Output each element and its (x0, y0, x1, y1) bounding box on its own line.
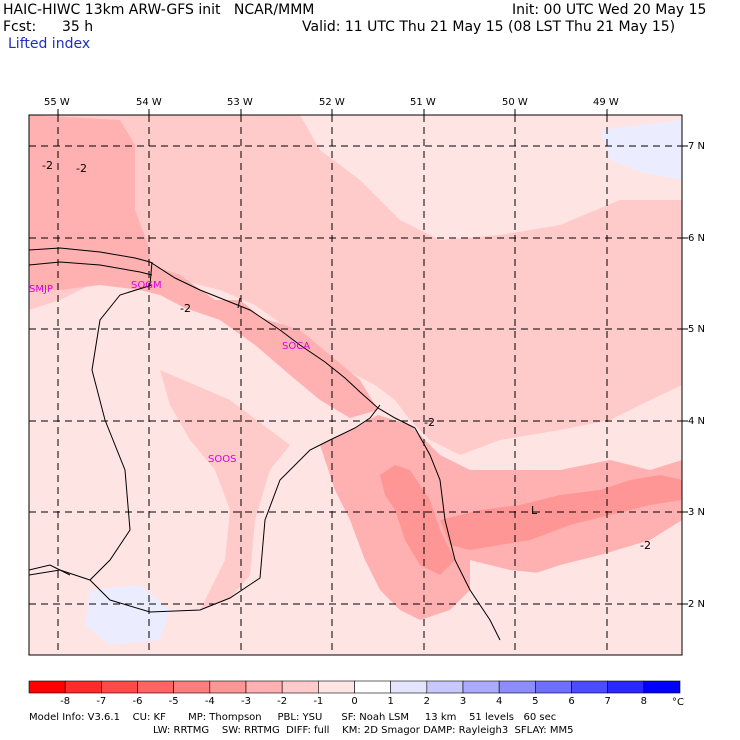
lon-label: 49 W (593, 97, 619, 108)
colorbar-swatch (607, 680, 645, 694)
field-shade-minus3 (380, 465, 455, 575)
colorbar-tick-label: -1 (313, 696, 323, 707)
low-marker: L (531, 504, 538, 517)
colorbar-tick-label: 6 (568, 696, 574, 707)
colorbar-swatch (137, 680, 174, 694)
station-label: SOCA (282, 341, 310, 352)
colorbar-tick-label: -3 (241, 696, 251, 707)
colorbar-tick-label: 3 (460, 696, 466, 707)
colorbar-tick-label: 4 (496, 696, 502, 707)
lat-label: 6 N (688, 233, 706, 244)
colorbar-swatch (318, 680, 355, 694)
model-info-line2: LW: RRTMG SW: RRTMG DIFF: full KM: 2D Sm… (153, 725, 574, 736)
field-shade-positive (600, 120, 682, 180)
colorbar: -8 -7 -6 -5 -4 -3 -2 -1 0 1 2 3 4 5 6 7 8 (28, 680, 681, 707)
lat-label: 3 N (688, 507, 706, 518)
coastlines (29, 247, 501, 641)
colorbar-swatch (390, 680, 428, 694)
colorbar-tick-label: -4 (205, 696, 215, 707)
colorbar-swatch (281, 680, 319, 694)
field-shade-interior-pink (160, 370, 290, 610)
colorbar-tick-label: 1 (387, 696, 393, 707)
colorbar-swatch (498, 680, 536, 694)
field-shade-south-light (470, 550, 682, 655)
lon-label: 53 W (227, 97, 253, 108)
colorbar-swatch (101, 680, 138, 694)
colorbar-tick-label: -5 (169, 696, 179, 707)
lon-label: 52 W (319, 97, 345, 108)
colorbar-tick-label: -2 (277, 696, 287, 707)
colorbar-unit: °C (672, 697, 684, 708)
station-label: SOOS (208, 454, 236, 465)
colorbar-swatch (643, 680, 681, 694)
lat-label: 4 N (688, 416, 706, 427)
model-title: HAIC-HIWC 13km ARW-GFS init NCAR/MMM (3, 2, 315, 18)
field-shade-minus2 (29, 115, 378, 418)
lat-label: 7 N (688, 141, 706, 152)
colorbar-swatch (173, 680, 211, 694)
station-label: SMJP (29, 284, 53, 295)
field-name: Lifted index (8, 36, 91, 52)
valid-time: Valid: 11 UTC Thu 21 May 15 (08 LST Thu … (302, 19, 676, 35)
colorbar-tick-label: 0 (351, 696, 357, 707)
station-label: SOGM (131, 280, 162, 291)
colorbar-swatch (28, 680, 66, 694)
contour-label: -2 (180, 302, 191, 315)
contour-label: -2 (76, 162, 87, 175)
lat-ticks (682, 145, 688, 605)
forecast-label: Fcst: (3, 19, 37, 35)
colorbar-swatch (462, 680, 500, 694)
colorbar-tick-label: 8 (641, 696, 647, 707)
init-time: Init: 00 UTC Wed 20 May 15 (512, 2, 707, 18)
contour-label: -2 (640, 539, 651, 552)
lon-label: 55 W (44, 97, 70, 108)
map-frame (28, 114, 683, 656)
colorbar-swatch (571, 680, 608, 694)
colorbar-swatch (354, 680, 391, 694)
lat-label: 5 N (688, 324, 706, 335)
colorbar-tick-label: 5 (532, 696, 538, 707)
lat-lon-grid (29, 115, 682, 655)
lon-label: 50 W (502, 97, 528, 108)
colorbar-tick-label: 2 (424, 696, 430, 707)
model-info-line1: Model Info: V3.6.1 CU: KF MP: Thompson P… (29, 712, 557, 723)
colorbar-swatch (209, 680, 247, 694)
lon-ticks (57, 109, 608, 115)
lon-label: 54 W (136, 97, 162, 108)
colorbar-tick-label: 7 (604, 696, 610, 707)
colorbar-swatch (426, 680, 464, 694)
lon-label: 51 W (410, 97, 436, 108)
colorbar-swatch (535, 680, 572, 694)
colorbar-tick-label: -6 (133, 696, 143, 707)
colorbar-tick-label: -8 (60, 696, 70, 707)
contour-label: -2 (42, 159, 53, 172)
contour-label: -2 (424, 416, 435, 429)
colorbar-swatch (64, 680, 102, 694)
forecast-hour: 35 h (62, 19, 94, 35)
colorbar-tick-label: -7 (96, 696, 106, 707)
colorbar-swatch (245, 680, 283, 694)
lat-label: 2 N (688, 599, 706, 610)
